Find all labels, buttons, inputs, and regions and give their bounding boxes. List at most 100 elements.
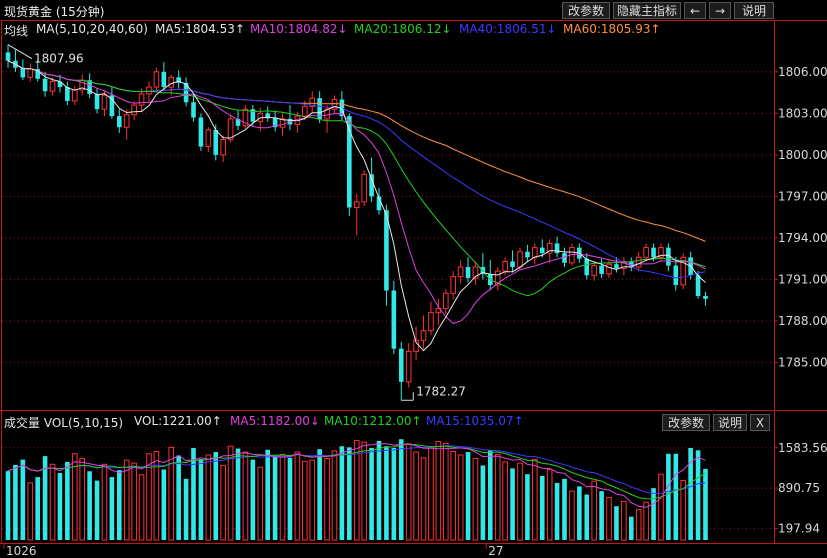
volume-bar <box>488 450 493 540</box>
candle-body <box>250 109 256 122</box>
candle-body <box>643 247 649 258</box>
candle-body <box>621 260 627 269</box>
volume-bar <box>546 469 553 541</box>
volume-bar <box>265 449 270 540</box>
volume-bar <box>599 491 604 540</box>
candle-body <box>517 251 523 268</box>
volume-bar <box>161 469 167 540</box>
volume-bar <box>584 494 590 540</box>
arrow-left-icon[interactable]: ← <box>684 2 706 19</box>
arrow-right-icon[interactable]: → <box>709 2 731 19</box>
candle-body <box>680 256 687 286</box>
candle-body <box>220 139 226 156</box>
candle-body <box>510 261 515 267</box>
candle-body <box>584 258 590 276</box>
volume-bar <box>183 478 189 540</box>
volume-bar <box>405 443 412 541</box>
modify-params-button[interactable]: 改参数 <box>562 2 610 19</box>
volume-bar <box>510 468 515 540</box>
volume-bar <box>577 486 582 540</box>
ma40-legend: MA40:1806.51↓ <box>459 22 557 36</box>
volume-tick-label: 1583.56 <box>778 441 827 455</box>
price-tick-label: 1800.00 <box>778 148 827 162</box>
volume-ma-lines <box>7 443 706 508</box>
volume-modify-params-button[interactable]: 改参数 <box>662 414 710 431</box>
volume-bar <box>376 440 382 540</box>
candle-body <box>450 276 456 294</box>
candle-body <box>635 256 642 268</box>
volume-bar <box>123 459 130 541</box>
price-tick-label: 1785.00 <box>778 355 827 369</box>
volume-bar <box>554 482 560 540</box>
ma20-legend: MA20:1806.12↓ <box>354 22 452 36</box>
candle-body <box>302 105 308 117</box>
candle-body <box>309 97 316 107</box>
volume-help-button[interactable]: 说明 <box>713 414 747 431</box>
candle-body <box>71 89 78 102</box>
volume-bar <box>35 477 40 540</box>
candle-body <box>176 77 181 83</box>
vol-legend: VOL:1221.00↑ <box>134 414 222 428</box>
volume-bar <box>628 516 634 540</box>
ma60-legend: MA60:1805.93↑ <box>563 22 661 36</box>
candle-body <box>94 93 100 110</box>
candle-body <box>614 264 619 269</box>
ma-indicator-label: 均线 <box>4 24 29 38</box>
volume-bar <box>688 447 693 540</box>
ma5-legend: MA5:1804.53↑ <box>155 22 245 36</box>
candle-body <box>658 247 664 258</box>
volume-bar <box>279 453 286 541</box>
price-tick-label: 1803.00 <box>778 106 827 120</box>
volume-bar <box>569 490 575 541</box>
vol-ma15-legend: MA15:1035.07↑ <box>426 414 524 428</box>
candle-body <box>420 330 427 341</box>
volume-bar <box>457 454 464 541</box>
volume-bar <box>71 453 78 541</box>
candle-body <box>353 201 360 208</box>
volume-bar <box>525 474 530 540</box>
volume-bar <box>361 441 367 541</box>
candle-body <box>161 71 167 88</box>
volume-bar <box>227 445 234 541</box>
volume-bar <box>695 450 701 540</box>
volume-bar <box>309 459 316 541</box>
volume-bar <box>480 465 486 540</box>
candle-body <box>457 266 464 278</box>
candle-body <box>198 117 204 147</box>
volume-bar <box>94 480 100 540</box>
candle-body <box>213 129 219 155</box>
price-tick-label: 1806.00 <box>778 65 827 79</box>
volume-bar <box>198 459 204 540</box>
candle-body <box>331 99 338 110</box>
volume-bar <box>666 453 671 540</box>
volume-bar <box>191 447 196 540</box>
ma40-line <box>7 60 706 279</box>
volume-bar <box>391 447 397 540</box>
vol-ma10-legend: MA10:1212.00↑ <box>324 414 422 428</box>
volume-tick-label: 890.75 <box>778 481 820 495</box>
volume-bar <box>324 457 330 541</box>
volume-bar <box>614 506 619 540</box>
volume-bar <box>428 447 434 541</box>
volume-bar <box>168 446 175 541</box>
close-icon[interactable]: X <box>750 414 770 431</box>
volume-bar <box>435 441 442 541</box>
candle-body <box>20 67 26 78</box>
volume-bar <box>384 446 389 540</box>
candle-body <box>109 95 115 117</box>
grid-lines <box>2 71 774 529</box>
chart-title: 现货黄金 (15分钟) <box>4 5 105 19</box>
candle-body <box>398 348 404 382</box>
candle-body <box>146 86 152 95</box>
help-button[interactable]: 说明 <box>734 2 774 19</box>
volume-indicator-label: 成交量 VOL(5,10,15) <box>4 416 124 430</box>
hide-main-indicator-button[interactable]: 隐藏主指标 <box>613 2 681 19</box>
candle-body <box>376 196 382 211</box>
price-tick-label: 1788.00 <box>778 314 827 328</box>
volume-bar <box>353 439 360 541</box>
volume-bar <box>294 451 301 541</box>
volume-bar <box>339 446 345 540</box>
volume-bar <box>49 463 56 541</box>
candle-body <box>442 292 449 310</box>
price-ma-lines <box>7 60 706 352</box>
